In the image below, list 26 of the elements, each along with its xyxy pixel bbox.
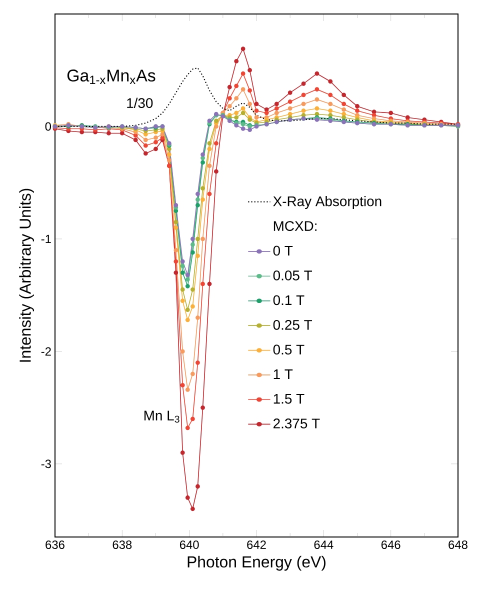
- legend-title: MCXD:: [274, 221, 316, 231]
- annotation: Ga$_{1-x}$Mn$_{x}$As: [67, 70, 156, 84]
- x-tick-label: 646: [381, 540, 400, 549]
- y-tick-label: -2: [41, 347, 51, 356]
- y-tick-label: -1: [41, 234, 51, 244]
- x-axis-title: Photon Energy (eV): [188, 556, 326, 571]
- legend-label: 0.05 T: [273, 270, 312, 280]
- y-tick-label: -3: [41, 460, 51, 468]
- x-tick-label: 636: [46, 540, 64, 549]
- legend-label: X-Ray Absorption: [273, 196, 382, 209]
- x-tick-label: 648: [448, 540, 468, 549]
- legend-label: 1 T: [274, 369, 293, 379]
- legend-label: 0.25 T: [273, 320, 312, 330]
- legend-label: 2.375 T: [274, 418, 320, 428]
- legend-label: 1.5 T: [274, 394, 304, 404]
- annotation: 1/30: [127, 98, 153, 108]
- y-axis-title: Intensity (Arbitrary Units): [19, 188, 34, 362]
- legend-label: 0 T: [273, 246, 293, 256]
- legend-label: 0.1 T: [273, 295, 304, 306]
- x-tick-label: 642: [247, 540, 266, 549]
- annotation: Mn L$_{3}$: [144, 410, 180, 423]
- legend-label: 0.5 T: [273, 344, 304, 355]
- x-tick-label: 640: [180, 540, 199, 549]
- y-tick-label: 0: [45, 122, 52, 131]
- x-tick-label: 644: [314, 540, 334, 549]
- x-tick-label: 638: [112, 540, 132, 549]
